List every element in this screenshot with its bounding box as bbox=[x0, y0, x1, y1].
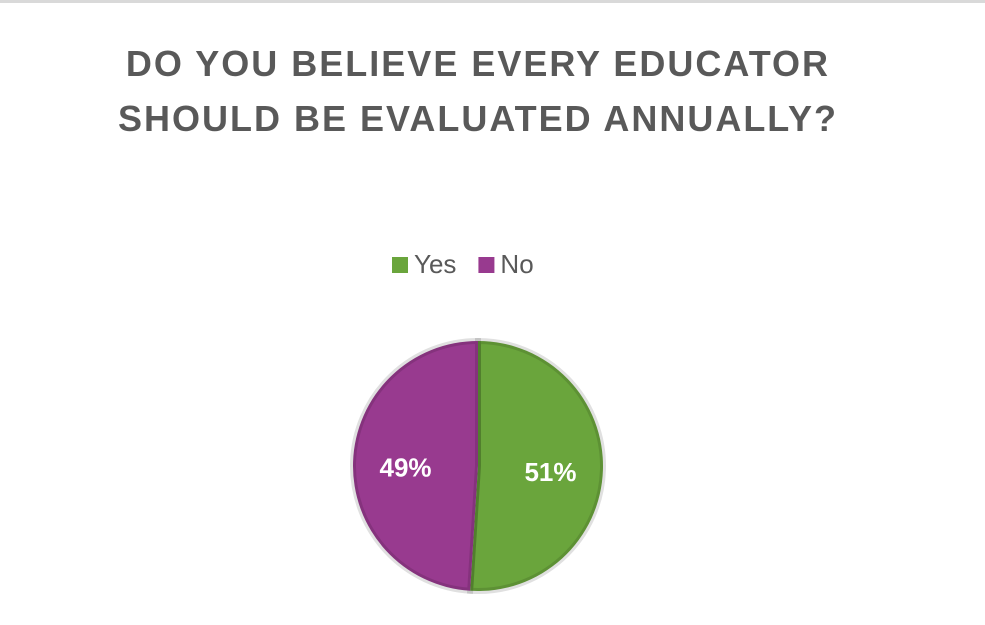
legend-label: Yes bbox=[414, 249, 456, 279]
value-label: 49% bbox=[380, 453, 432, 483]
legend-swatch bbox=[392, 257, 408, 273]
legend-label: No bbox=[500, 249, 533, 279]
value-label: 51% bbox=[524, 457, 576, 487]
top-border bbox=[0, 0, 985, 3]
legend-swatch bbox=[478, 257, 495, 273]
chart-title: DO YOU BELIEVE EVERY EDUCATOR SHOULD BE … bbox=[117, 43, 838, 139]
pie-slice bbox=[350, 337, 481, 594]
pie-slice bbox=[466, 337, 607, 594]
